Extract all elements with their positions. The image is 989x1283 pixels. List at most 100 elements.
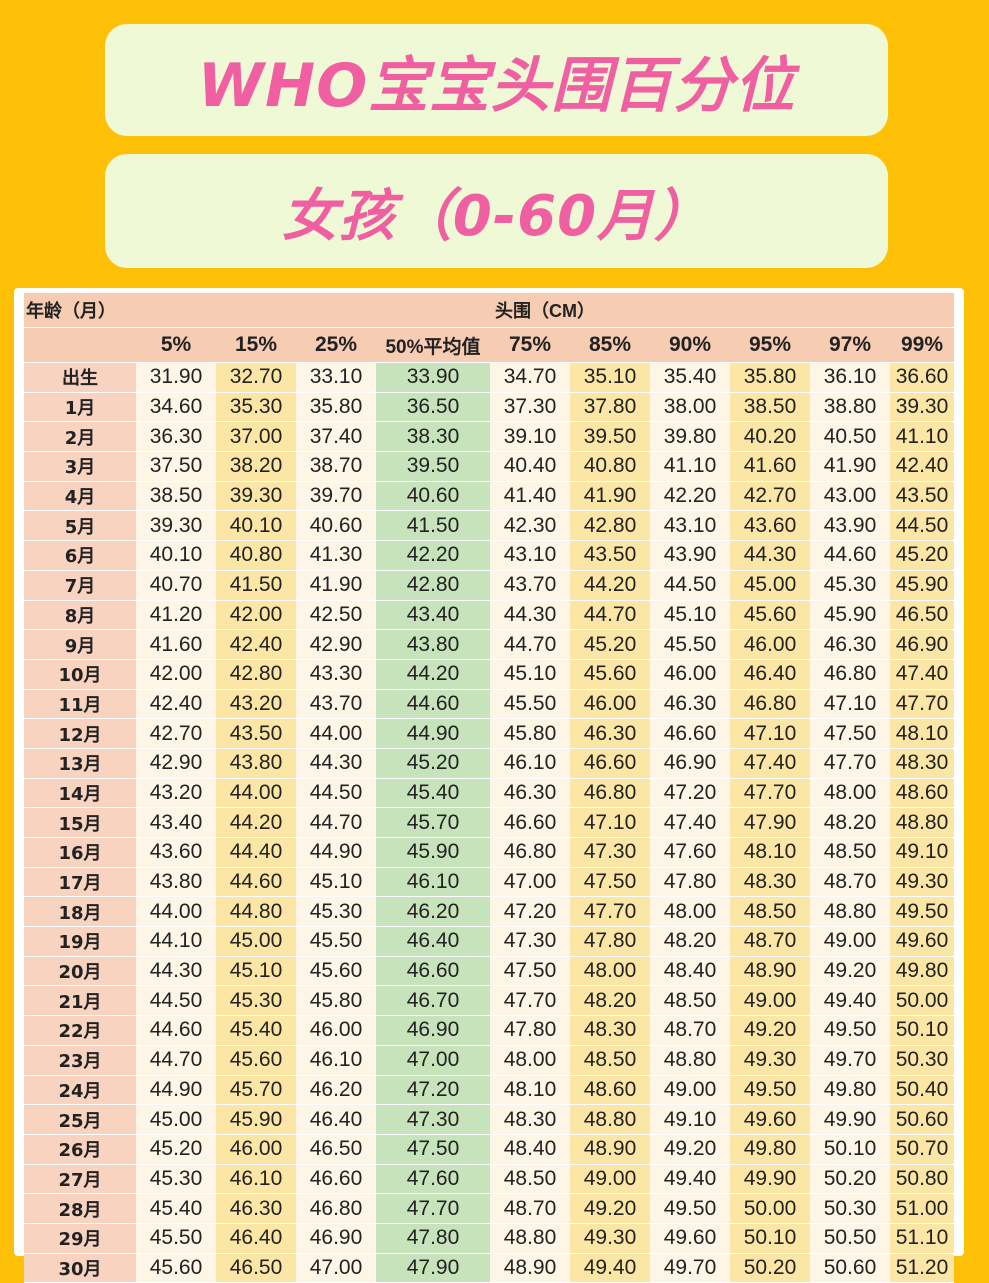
age-label: 14月 — [24, 778, 136, 809]
value-cell: 50.10 — [730, 1223, 810, 1254]
value-cell: 45.00 — [730, 570, 810, 601]
value-cell: 46.40 — [730, 659, 810, 690]
value-cell: 48.80 — [570, 1104, 650, 1135]
value-cell: 46.90 — [890, 629, 954, 660]
value-cell: 50.80 — [890, 1164, 954, 1195]
value-cell: 47.70 — [570, 896, 650, 928]
value-cell: 45.80 — [490, 718, 570, 749]
table-row: 28月 45.40 46.30 46.80 47.70 48.70 49.20 49.50 50… — [24, 1193, 954, 1224]
age-label: 20月 — [24, 956, 136, 987]
value-cell: 44.00 — [136, 896, 216, 928]
value-cell: 41.60 — [136, 629, 216, 660]
value-cell: 48.20 — [810, 807, 890, 838]
value-cell: 45.20 — [376, 748, 490, 779]
value-cell: 47.40 — [650, 807, 730, 838]
value-cell: 42.80 — [570, 510, 650, 542]
value-cell: 45.90 — [810, 600, 890, 631]
value-cell: 46.10 — [376, 867, 490, 898]
value-cell: 45.00 — [216, 926, 296, 957]
value-cell: 46.30 — [570, 718, 650, 749]
age-label: 25月 — [24, 1104, 136, 1135]
value-cell: 50.10 — [890, 1015, 954, 1046]
value-cell: 44.30 — [730, 540, 810, 571]
table-row: 15月 43.40 44.20 44.70 45.70 46.60 47.10 47.40 47… — [24, 807, 954, 838]
table-row: 9月 41.60 42.40 42.90 43.80 44.70 45.20 45.50 46.… — [24, 629, 954, 660]
value-cell: 50.50 — [810, 1223, 890, 1254]
value-cell: 46.40 — [376, 926, 490, 957]
value-cell: 42.20 — [650, 481, 730, 512]
value-cell: 44.70 — [570, 600, 650, 631]
age-label: 4月 — [24, 481, 136, 512]
value-cell: 45.50 — [650, 629, 730, 660]
value-cell: 48.30 — [890, 748, 954, 779]
value-cell: 43.30 — [296, 659, 376, 690]
value-cell: 49.40 — [810, 985, 890, 1017]
value-cell: 46.90 — [376, 1015, 490, 1046]
value-cell: 43.50 — [570, 540, 650, 571]
value-cell: 46.00 — [650, 659, 730, 690]
value-cell: 43.10 — [650, 510, 730, 542]
table-row: 12月 42.70 43.50 44.00 44.90 45.80 46.30 46.60 47… — [24, 718, 954, 749]
value-cell: 47.20 — [490, 896, 570, 928]
value-cell: 49.50 — [890, 896, 954, 928]
value-cell: 43.20 — [216, 689, 296, 720]
value-cell: 50.20 — [730, 1253, 810, 1283]
value-cell: 45.20 — [570, 629, 650, 660]
table-row: 2月 36.30 37.00 37.40 38.30 39.10 39.50 39.80 40.… — [24, 421, 954, 453]
value-cell: 46.50 — [890, 600, 954, 631]
table-row: 6月 40.10 40.80 41.30 42.20 43.10 43.50 43.90 44.… — [24, 540, 954, 571]
value-cell: 44.40 — [216, 837, 296, 868]
value-cell: 48.70 — [730, 926, 810, 957]
percentile-header: 85% — [570, 327, 650, 363]
value-cell: 49.60 — [650, 1223, 730, 1254]
value-cell: 48.10 — [730, 837, 810, 868]
value-cell: 45.10 — [490, 659, 570, 690]
value-cell: 44.10 — [136, 926, 216, 957]
value-cell: 33.90 — [376, 362, 490, 393]
age-label: 15月 — [24, 807, 136, 838]
value-cell: 46.30 — [216, 1193, 296, 1224]
age-label: 11月 — [24, 689, 136, 720]
value-cell: 44.90 — [296, 837, 376, 868]
value-cell: 44.50 — [650, 570, 730, 601]
value-cell: 48.80 — [490, 1223, 570, 1254]
percentile-header: 97% — [810, 327, 890, 363]
value-cell: 40.70 — [136, 570, 216, 601]
value-cell: 46.70 — [376, 985, 490, 1017]
value-cell: 48.70 — [490, 1193, 570, 1224]
age-label: 27月 — [24, 1164, 136, 1195]
page-title: WHO宝宝头围百分位 — [197, 50, 796, 121]
value-cell: 38.20 — [216, 451, 296, 482]
value-cell: 39.80 — [650, 421, 730, 453]
age-label: 23月 — [24, 1045, 136, 1076]
value-cell: 47.00 — [490, 867, 570, 898]
value-cell: 48.00 — [650, 896, 730, 928]
value-cell: 43.00 — [810, 481, 890, 512]
value-cell: 45.60 — [136, 1253, 216, 1283]
value-cell: 45.70 — [376, 807, 490, 838]
value-cell: 43.80 — [376, 629, 490, 660]
value-cell: 49.70 — [650, 1253, 730, 1283]
table-group-header-row: 年龄（月） 头围（CM） — [24, 293, 954, 328]
table-row: 7月 40.70 41.50 41.90 42.80 43.70 44.20 44.50 45.… — [24, 570, 954, 601]
value-cell: 44.20 — [376, 659, 490, 690]
age-label: 9月 — [24, 629, 136, 660]
age-label: 3月 — [24, 451, 136, 482]
value-cell: 50.40 — [890, 1075, 954, 1106]
value-cell: 47.00 — [296, 1253, 376, 1283]
table-row: 30月 45.60 46.50 47.00 47.90 48.90 49.40 49.70 50… — [24, 1253, 954, 1283]
value-cell: 37.00 — [216, 421, 296, 453]
value-cell: 48.20 — [570, 985, 650, 1017]
age-label: 30月 — [24, 1253, 136, 1283]
table-body: 出生 31.90 32.70 33.10 33.90 34.70 35.10 35.40 35.… — [24, 362, 954, 1283]
value-cell: 43.70 — [490, 570, 570, 601]
value-cell: 49.40 — [650, 1164, 730, 1195]
value-cell: 49.80 — [730, 1134, 810, 1165]
age-label: 29月 — [24, 1223, 136, 1254]
table-row: 29月 45.50 46.40 46.90 47.80 48.80 49.30 49.60 50… — [24, 1223, 954, 1254]
percentile-header-row: 5% 15% 25% 50%平均值 75% 85% 90% 95% 97% 99% — [24, 327, 954, 363]
value-cell: 43.50 — [890, 481, 954, 512]
value-cell: 48.20 — [650, 926, 730, 957]
page-subtitle: 女孩（0-60月） — [281, 183, 712, 249]
value-cell: 40.60 — [296, 510, 376, 542]
